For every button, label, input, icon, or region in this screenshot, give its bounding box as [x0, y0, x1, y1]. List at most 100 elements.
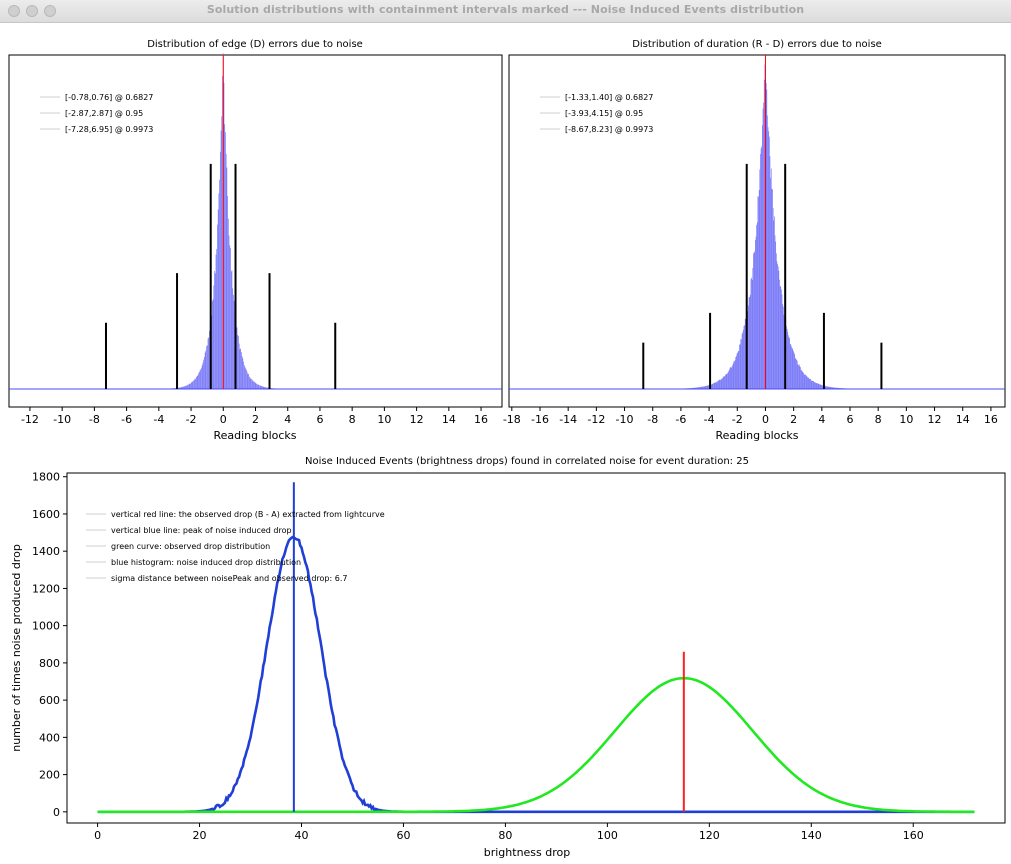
panel2-bar: [728, 370, 730, 389]
panel1-bar: [242, 358, 244, 389]
panel1-bar: [237, 335, 239, 389]
panel2-bar: [711, 384, 712, 389]
panel1-bar: [238, 343, 240, 389]
panel1-bar: [186, 385, 188, 389]
panel1-x-tick-label: -12: [21, 413, 39, 426]
panel2-bar: [741, 333, 743, 389]
panel1-legend-entry: [-0.78,0.76] @ 0.6827: [65, 93, 153, 102]
panel2-bar: [717, 381, 719, 389]
panel1-bar: [243, 365, 245, 389]
panel2-bar: [720, 379, 722, 389]
panel2-bar: [808, 378, 810, 389]
panel2-bar: [735, 357, 737, 389]
panel2-x-tick-label: -18: [503, 413, 521, 426]
panel1-bar: [217, 209, 219, 389]
panel2-legend-entry: [-3.93,4.15] @ 0.95: [565, 109, 643, 118]
panel1-bar: [244, 366, 246, 389]
panel2-bar: [762, 108, 764, 389]
panel2-bar: [771, 188, 773, 389]
panel1-bar: [222, 75, 223, 389]
panel2-bar: [838, 387, 840, 389]
panel2-bar: [697, 387, 699, 389]
panel1-legend-entry: [-7.28,6.95] @ 0.9973: [65, 125, 153, 134]
panel2-bar: [744, 319, 746, 389]
panel2-bar: [741, 339, 742, 389]
panel1-bar: [206, 346, 207, 389]
panel2-bar: [759, 169, 761, 389]
panel2-bar: [749, 294, 751, 389]
panel2-bar: [725, 374, 726, 389]
panel2-bar: [786, 328, 788, 389]
minimize-window-button[interactable]: [26, 5, 38, 17]
panel1-bar: [248, 373, 249, 389]
panel1-bar: [250, 378, 252, 389]
panel2-bar: [805, 375, 807, 389]
panel1-bar: [233, 294, 234, 389]
panel1-bar: [263, 386, 265, 389]
panel2-bar: [767, 115, 768, 390]
panel1-bar: [179, 387, 181, 389]
panel2-bar: [816, 383, 818, 389]
panel2-bar: [699, 387, 700, 389]
panel2-bar: [807, 376, 808, 389]
panel2-bar: [718, 380, 719, 389]
panel1-bar: [246, 371, 248, 389]
panel2-bar: [763, 102, 764, 390]
panel2-bar: [712, 383, 714, 389]
panel1-bar: [259, 385, 261, 389]
panel2-bar: [793, 351, 794, 389]
panel2-bar: [761, 146, 763, 389]
panel2-bar: [782, 306, 784, 389]
panel3-legend-entry: sigma distance between noisePeak and obs…: [111, 574, 347, 583]
panel2-bar: [796, 360, 798, 389]
panel1-x-tick-label: -8: [89, 413, 100, 426]
panel2-bar: [781, 294, 783, 389]
panel2-bar: [803, 374, 805, 389]
panel2-bar: [763, 79, 765, 390]
panel2-bar: [751, 277, 752, 389]
panel1-x-tick-label: -2: [186, 413, 197, 426]
panel2-legend-entry: [-8.67,8.23] @ 0.9973: [565, 125, 653, 134]
panel2-bar: [789, 338, 790, 389]
panel1-bar: [231, 270, 233, 389]
panel1-bar: [196, 377, 197, 389]
panel1-bar: [238, 336, 239, 389]
panel3-x-tick-label: 20: [193, 829, 207, 842]
panel2-bar: [693, 387, 695, 389]
panel1-bar: [209, 330, 210, 389]
panel1-bar: [201, 365, 203, 389]
panel2-bar: [820, 384, 822, 389]
panel2-bar: [736, 353, 738, 389]
panel1-bar: [232, 288, 234, 389]
panel2-bar: [801, 370, 803, 389]
panel1-bar: [247, 374, 249, 389]
panel2-bar: [716, 381, 718, 389]
panel3-frame: [66, 472, 1006, 824]
panel1-title: Distribution of edge (D) errors due to n…: [147, 39, 363, 50]
panel1-bar: [204, 356, 205, 389]
panel2-x-tick-label: -12: [587, 413, 605, 426]
panel1-bar: [183, 386, 184, 389]
panel2-bar: [815, 383, 817, 389]
panel2-bar: [732, 363, 734, 389]
panel2-bar: [829, 386, 830, 389]
close-window-button[interactable]: [8, 5, 20, 17]
panel1-bar: [262, 386, 263, 389]
panel2-bar: [828, 386, 830, 389]
zoom-window-button[interactable]: [44, 5, 56, 17]
panel2-bar: [747, 311, 749, 389]
panel2-x-tick-label: 14: [956, 413, 970, 426]
panel2-bar: [748, 297, 750, 389]
panel2-bar: [755, 236, 757, 389]
panel2-x-tick-label: 10: [899, 413, 913, 426]
panel2-bar: [753, 253, 754, 389]
panel2-bar: [813, 381, 815, 389]
panel2-bar: [798, 365, 799, 389]
panel2-bar: [788, 335, 789, 389]
panel2-bar: [775, 253, 777, 389]
panel1-bar: [233, 300, 235, 389]
panel1-bar: [191, 381, 193, 389]
panel2-bar: [791, 347, 793, 389]
panel2-bar: [837, 387, 839, 389]
panel1-x-tick-label: -10: [53, 413, 71, 426]
